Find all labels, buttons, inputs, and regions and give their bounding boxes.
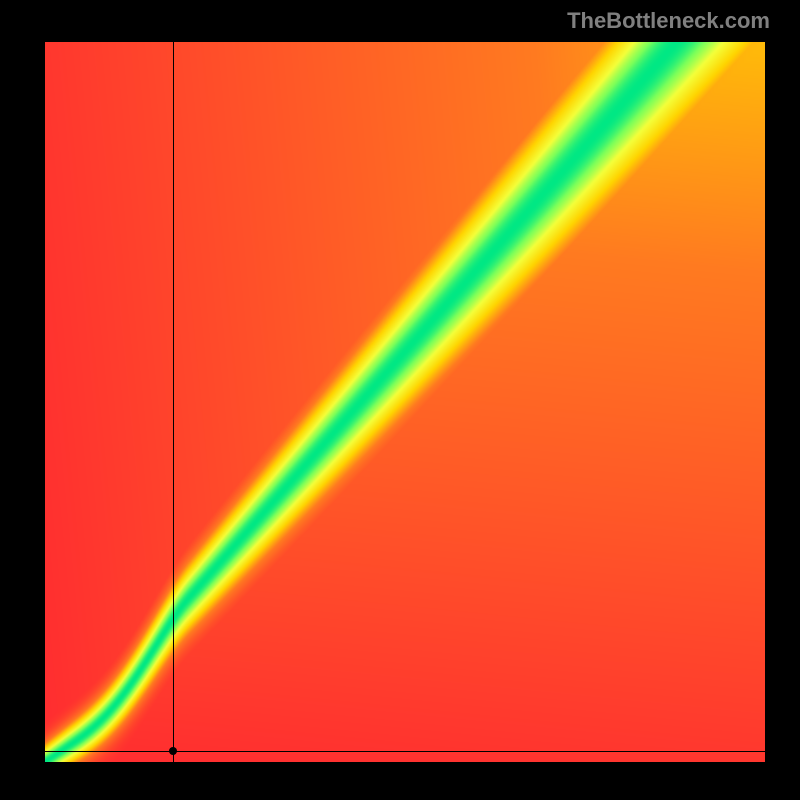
crosshair-dot [169, 747, 177, 755]
heatmap-plot [45, 42, 765, 762]
crosshair-vertical [173, 42, 174, 762]
watermark-text: TheBottleneck.com [567, 8, 770, 34]
heatmap-canvas [45, 42, 765, 762]
crosshair-horizontal [45, 751, 765, 752]
